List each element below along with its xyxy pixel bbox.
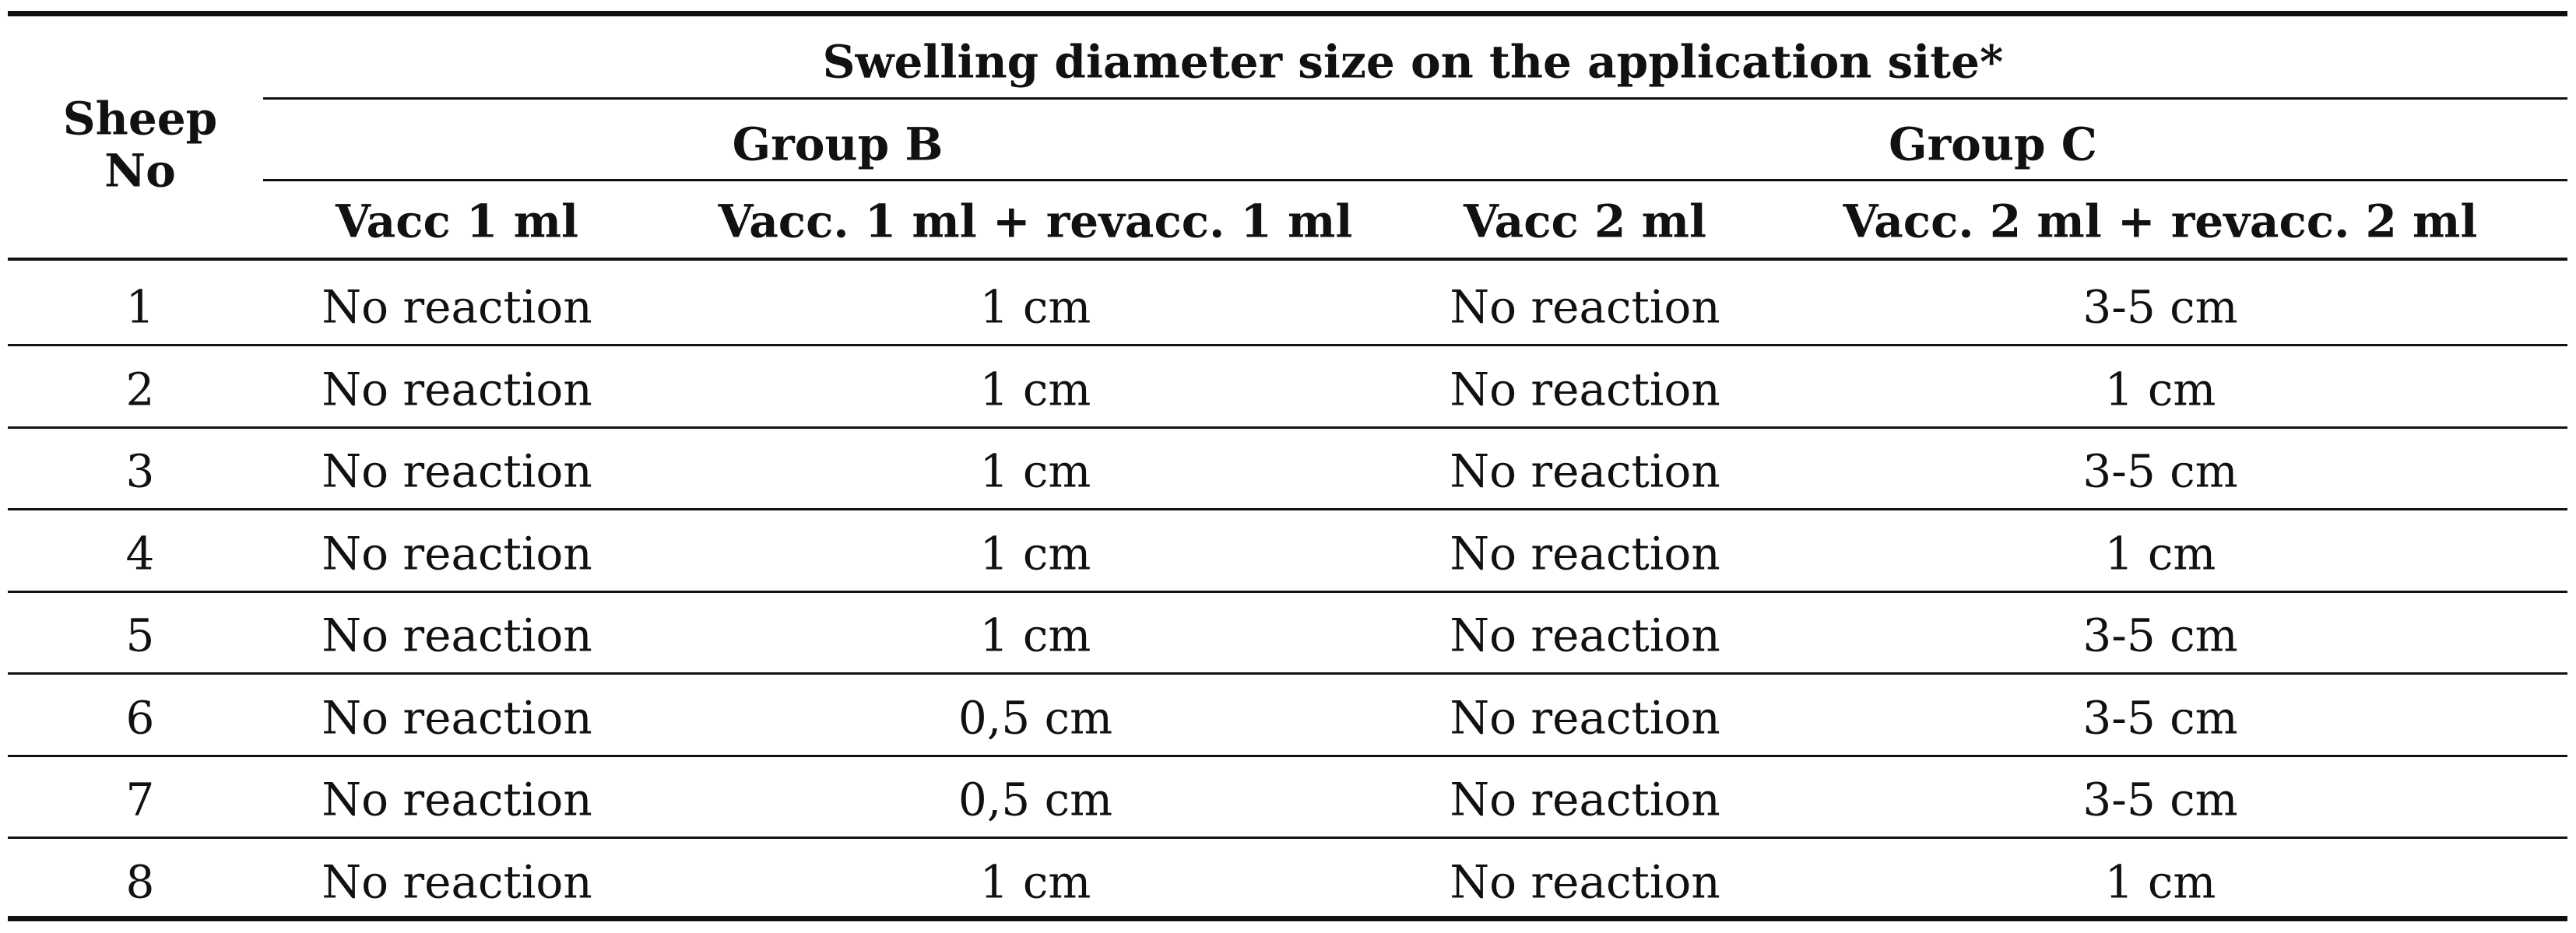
cell: No reaction <box>1450 363 1720 416</box>
cell: No reaction <box>1450 855 1720 909</box>
row-rule <box>8 591 2567 593</box>
cell: 3-5 cm <box>2082 691 2238 745</box>
cell: 3-5 cm <box>2082 609 2238 662</box>
column-header: Vacc 1 ml <box>335 195 579 248</box>
cell: No reaction <box>1450 280 1720 334</box>
cell: 3-5 cm <box>2082 280 2238 334</box>
subheader-rule <box>8 258 2567 261</box>
row-rule <box>8 344 2567 346</box>
cell: No reaction <box>1450 691 1720 745</box>
row-label: 8 <box>125 855 155 909</box>
cell: No reaction <box>1450 773 1720 826</box>
cell: No reaction <box>322 363 592 416</box>
cell: No reaction <box>1450 609 1720 662</box>
row-label: 5 <box>125 609 155 662</box>
cell: 1 cm <box>979 855 1091 909</box>
row-rule <box>8 672 2567 675</box>
header-rule <box>263 97 2567 100</box>
cell: 0,5 cm <box>958 773 1113 826</box>
cell: 1 cm <box>2104 527 2216 580</box>
cell: 3-5 cm <box>2082 444 2238 498</box>
cell: 1 cm <box>979 280 1091 334</box>
cell: No reaction <box>322 773 592 826</box>
column-header: Vacc. 2 ml + revacc. 2 ml <box>1843 195 2478 248</box>
group-rule <box>263 179 2567 181</box>
cell: 1 cm <box>979 609 1091 662</box>
row-rule <box>8 837 2567 839</box>
table-title: Swelling diameter size on the applicatio… <box>822 35 2004 89</box>
cell: 1 cm <box>2104 363 2216 416</box>
bottom-rule <box>8 916 2567 921</box>
cell: 0,5 cm <box>958 691 1113 745</box>
cell: No reaction <box>322 280 592 334</box>
cell: 1 cm <box>979 527 1091 580</box>
row-label: 6 <box>125 691 155 745</box>
row-label: 7 <box>125 773 155 826</box>
row-rule <box>8 508 2567 510</box>
row-header: Sheep No <box>62 92 218 197</box>
group-header: Group C <box>1889 118 2097 171</box>
row-label: 4 <box>125 527 155 580</box>
cell: No reaction <box>1450 444 1720 498</box>
cell: 1 cm <box>2104 855 2216 909</box>
row-rule <box>8 426 2567 429</box>
cell: No reaction <box>322 527 592 580</box>
row-label: 2 <box>125 363 155 416</box>
cell: 1 cm <box>979 363 1091 416</box>
row-rule <box>8 755 2567 757</box>
cell: No reaction <box>322 609 592 662</box>
row-label: 1 <box>125 280 155 334</box>
cell: No reaction <box>322 691 592 745</box>
cell: 3-5 cm <box>2082 773 2238 826</box>
cell: No reaction <box>322 444 592 498</box>
cell: No reaction <box>1450 527 1720 580</box>
top-rule <box>8 11 2567 16</box>
cell: 1 cm <box>979 444 1091 498</box>
column-header: Vacc. 1 ml + revacc. 1 ml <box>718 195 1353 248</box>
column-header: Vacc 2 ml <box>1463 195 1707 248</box>
row-label: 3 <box>125 444 155 498</box>
cell: No reaction <box>322 855 592 909</box>
group-header: Group B <box>732 118 944 171</box>
